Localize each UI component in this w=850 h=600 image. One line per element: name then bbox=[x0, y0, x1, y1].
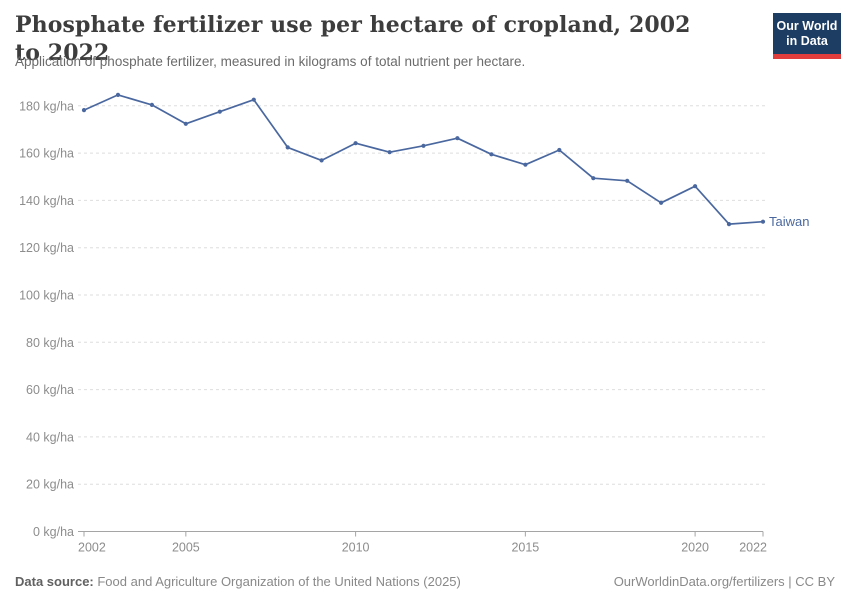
y-axis-tick-label: 140 kg/ha bbox=[19, 194, 74, 208]
x-axis-tick-label: 2010 bbox=[342, 541, 370, 555]
data-source-note: Data source: Food and Agriculture Organi… bbox=[15, 574, 461, 589]
owid-logo-line2: in Data bbox=[786, 34, 828, 48]
y-axis-tick-label: 60 kg/ha bbox=[26, 383, 74, 397]
page-title: Phosphate fertilizer use per hectare of … bbox=[15, 12, 691, 66]
data-source-label: Data source: bbox=[15, 574, 94, 589]
data-point[interactable] bbox=[726, 222, 732, 227]
data-point[interactable] bbox=[115, 92, 121, 97]
x-axis-tick-label: 2005 bbox=[172, 541, 200, 555]
y-axis-tick-label: 20 kg/ha bbox=[26, 478, 74, 492]
x-axis-tick-label: 2002 bbox=[78, 541, 106, 555]
data-point[interactable] bbox=[387, 150, 392, 155]
y-axis-tick-label: 100 kg/ha bbox=[19, 289, 74, 303]
data-point[interactable] bbox=[81, 108, 87, 113]
data-point[interactable] bbox=[489, 152, 494, 157]
data-point[interactable] bbox=[625, 178, 630, 183]
y-axis-tick-label: 80 kg/ha bbox=[26, 336, 74, 350]
data-point[interactable] bbox=[523, 162, 528, 167]
data-point[interactable] bbox=[285, 145, 290, 150]
data-point[interactable] bbox=[760, 219, 766, 224]
data-point[interactable] bbox=[353, 141, 358, 146]
y-axis-tick-label: 180 kg/ha bbox=[19, 99, 74, 113]
data-point[interactable] bbox=[455, 136, 460, 141]
data-source-text: Food and Agriculture Organization of the… bbox=[93, 574, 461, 589]
chart-footer: Data source: Food and Agriculture Organi… bbox=[15, 574, 835, 589]
x-axis-tick-label: 2020 bbox=[681, 541, 709, 555]
y-axis-tick-label: 0 kg/ha bbox=[33, 525, 74, 539]
owid-logo[interactable]: Our World in Data bbox=[773, 13, 841, 59]
data-point[interactable] bbox=[421, 143, 426, 148]
data-point[interactable] bbox=[591, 176, 596, 181]
x-axis-tick-label: 2022 bbox=[739, 541, 767, 555]
data-point[interactable] bbox=[217, 109, 222, 114]
x-axis-tick-label: 2015 bbox=[511, 541, 539, 555]
y-axis-tick-label: 160 kg/ha bbox=[19, 147, 74, 161]
data-point[interactable] bbox=[693, 184, 698, 189]
license-note[interactable]: OurWorldinData.org/fertilizers | CC BY bbox=[613, 574, 835, 589]
owid-logo-line1: Our World bbox=[776, 19, 838, 33]
data-point[interactable] bbox=[251, 97, 256, 102]
chart-subtitle: Application of phosphate fertilizer, mea… bbox=[15, 54, 526, 69]
data-point[interactable] bbox=[183, 121, 188, 126]
data-point[interactable] bbox=[319, 158, 324, 163]
y-axis-tick-label: 40 kg/ha bbox=[26, 430, 74, 444]
series-label-taiwan[interactable]: Taiwan bbox=[769, 214, 809, 229]
y-axis-tick-label: 120 kg/ha bbox=[19, 241, 74, 255]
data-point[interactable] bbox=[557, 147, 562, 153]
data-point[interactable] bbox=[659, 200, 664, 205]
data-point[interactable] bbox=[149, 102, 154, 107]
